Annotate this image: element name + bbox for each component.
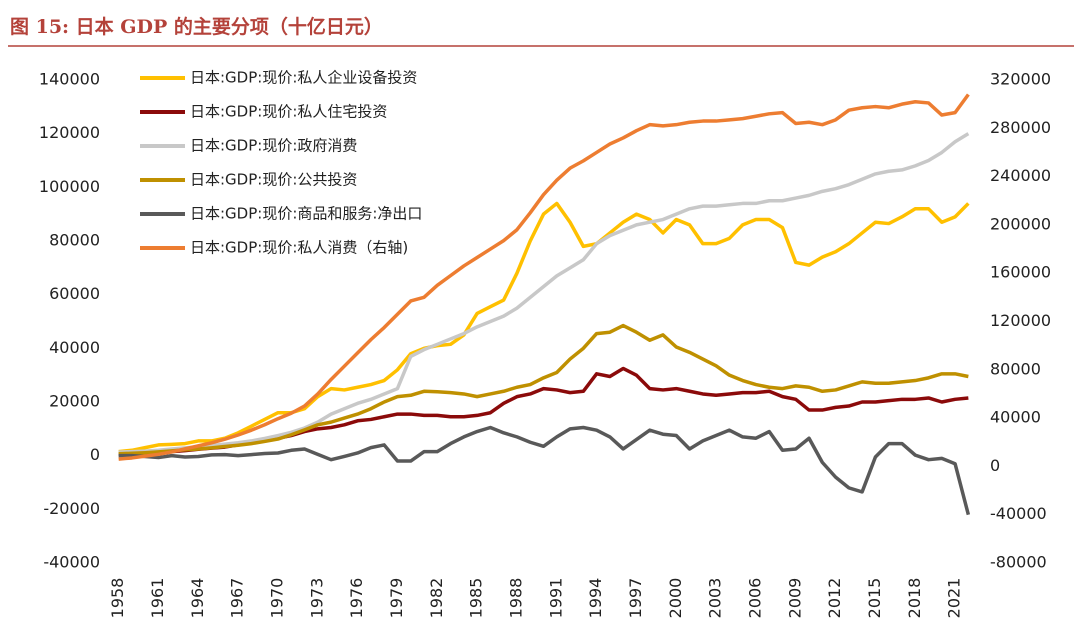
x-tick-label: 2003 [706, 578, 725, 619]
x-tick-label: 1994 [586, 578, 605, 619]
series-line [118, 425, 971, 516]
y2-tick-label: 240000 [990, 166, 1051, 185]
y2-tick-label: -80000 [990, 553, 1047, 572]
y-tick-label: 40000 [49, 338, 100, 357]
legend-label: 日本:GDP:现价:政府消费 [190, 137, 357, 155]
x-tick-label: 2015 [865, 578, 884, 619]
x-tick-label: 2009 [785, 578, 804, 619]
series-line [118, 132, 970, 454]
x-tick-label: 2012 [825, 578, 844, 619]
x-tick-label: 1991 [546, 578, 565, 619]
x-tick-label: 1970 [267, 578, 286, 619]
y-tick-label: 80000 [49, 231, 100, 250]
series-line [118, 323, 969, 456]
y2-tick-label: 200000 [990, 214, 1051, 233]
x-tick-label: 2021 [945, 578, 964, 619]
y2-tick-label: 160000 [990, 263, 1051, 282]
y2-tick-label: -40000 [990, 504, 1047, 523]
legend-label: 日本:GDP:现价:商品和服务:净出口 [190, 205, 422, 223]
x-tick-label: 1982 [427, 578, 446, 619]
legend-label: 日本:GDP:现价:私人消费（右轴) [190, 239, 408, 257]
y-tick-label: 140000 [39, 70, 100, 89]
y-tick-label: 100000 [39, 177, 100, 196]
x-tick-label: 1979 [387, 578, 406, 619]
x-tick-label: 2000 [666, 578, 685, 619]
x-tick-label: 1988 [506, 578, 525, 619]
y2-tick-label: 280000 [990, 118, 1051, 137]
y-tick-label: 120000 [39, 123, 100, 142]
y-tick-label: -40000 [43, 553, 100, 572]
x-tick-label: 1958 [108, 578, 127, 619]
x-tick-label: 2006 [745, 578, 764, 619]
y2-tick-label: 40000 [990, 408, 1041, 427]
x-tick-label: 2018 [905, 578, 924, 619]
legend-label: 日本:GDP:现价:私人住宅投资 [190, 103, 387, 121]
y2-tick-label: 120000 [990, 311, 1051, 330]
y-tick-label: -20000 [43, 499, 100, 518]
y-tick-label: 20000 [49, 392, 100, 411]
chart-title: 图 15: 日本 GDP 的主要分项（十亿日元） [10, 15, 383, 38]
x-tick-label: 1985 [467, 578, 486, 619]
x-tick-label: 1997 [626, 578, 645, 619]
y-tick-label: 0 [90, 445, 100, 464]
x-tick-label: 1967 [228, 578, 247, 619]
x-tick-label: 1973 [307, 578, 326, 619]
legend-label: 日本:GDP:现价:公共投资 [190, 171, 357, 189]
y2-tick-label: 0 [990, 456, 1000, 475]
y2-tick-label: 80000 [990, 359, 1041, 378]
x-tick-label: 1961 [148, 578, 167, 619]
x-tick-label: 1964 [188, 578, 207, 619]
x-tick-label: 1976 [347, 578, 366, 619]
legend-label: 日本:GDP:现价:私人企业设备投资 [190, 69, 417, 87]
series-line [118, 201, 970, 454]
y-tick-label: 60000 [49, 284, 100, 303]
series-line [118, 93, 970, 461]
y2-tick-label: 320000 [990, 70, 1051, 89]
